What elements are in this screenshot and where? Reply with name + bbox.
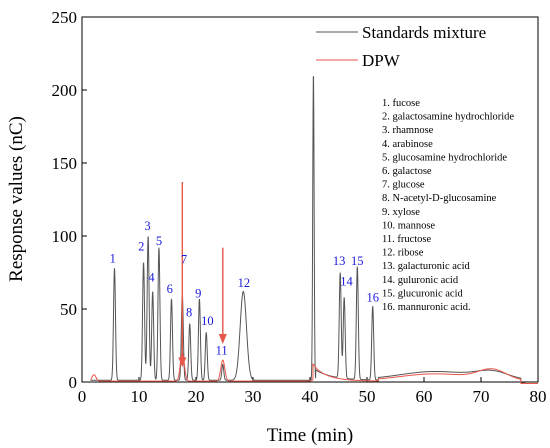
reference-item: 11. fructose <box>382 234 432 245</box>
reference-item: 8. N-acetyl-D-glucosamine <box>382 193 497 204</box>
peak-label: 5 <box>156 234 162 248</box>
x-tick-label: 50 <box>359 387 376 406</box>
peak-label: 12 <box>238 276 251 290</box>
x-tick-label: 20 <box>188 387 205 406</box>
x-tick-label: 30 <box>245 387 262 406</box>
y-axis-label: Response values (nC) <box>6 116 27 282</box>
peak-label: 1 <box>110 251 116 265</box>
legend-label: DPW <box>362 51 401 70</box>
peak-label: 8 <box>186 305 192 319</box>
x-tick-label: 10 <box>131 387 148 406</box>
reference-item: 16. mannuronic acid. <box>382 302 471 313</box>
x-axis-label: Time (min) <box>267 425 353 446</box>
y-tick-label: 250 <box>52 8 78 27</box>
x-tick-label: 70 <box>473 387 490 406</box>
reference-item: 7. glucose <box>382 180 425 191</box>
reference-item: 1. fucose <box>382 98 420 109</box>
y-tick-label: 0 <box>69 373 78 392</box>
x-tick-label: 60 <box>416 387 433 406</box>
reference-item: 3. rhamnose <box>382 125 434 136</box>
legend-label: Standards mixture <box>362 23 486 42</box>
peak-label: 13 <box>333 254 346 268</box>
peak-label: 14 <box>340 275 353 289</box>
x-tick-label: 40 <box>302 387 319 406</box>
reference-item: 2. galactosamine hydrochloride <box>382 112 514 123</box>
x-tick-label: 0 <box>78 387 87 406</box>
y-tick-label: 100 <box>52 227 78 246</box>
peak-label: 11 <box>216 343 228 357</box>
reference-item: 10. mannose <box>382 220 435 231</box>
peak-label: 10 <box>201 314 214 328</box>
peak-label: 4 <box>148 270 155 284</box>
x-tick-label: 80 <box>530 387 547 406</box>
series-lines <box>90 76 538 384</box>
y-tick-label: 150 <box>52 154 78 173</box>
reference-item: 5. glucosamine hydrochloride <box>382 152 507 163</box>
peak-label: 15 <box>351 254 364 268</box>
y-tick-label: 200 <box>52 81 78 100</box>
sugar-reference-list: 1. fucose 2. galactosamine hydrochloride 3… <box>382 98 514 313</box>
reference-item: 6. galactose <box>382 166 432 177</box>
reference-item: 15. glucuronic acid <box>382 288 464 299</box>
axis-ticks: 0 10 20 30 40 50 60 70 80 0 50 100 150 200 250 <box>52 8 547 406</box>
red-arrows <box>178 181 227 368</box>
peak-label: 7 <box>181 253 187 267</box>
legend: Standards mixture DPW <box>316 23 486 70</box>
series-line-dpw <box>90 352 538 384</box>
series-line-standards <box>90 76 538 384</box>
reference-item: 14. guluronic acid <box>382 275 459 286</box>
reference-item: 13. galacturonic acid <box>382 261 471 272</box>
y-tick-label: 50 <box>60 300 77 319</box>
peak-label: 2 <box>138 240 144 254</box>
peak-label: 3 <box>144 219 150 233</box>
arrow-head <box>218 334 227 345</box>
peak-label: 9 <box>195 286 201 300</box>
arrow-head <box>178 357 187 368</box>
reference-item: 12. ribose <box>382 248 424 259</box>
peak-label: 6 <box>167 282 173 296</box>
reference-item: 4. arabinose <box>382 139 433 150</box>
peak-label: 16 <box>366 291 379 305</box>
reference-item: 9. xylose <box>382 207 420 218</box>
